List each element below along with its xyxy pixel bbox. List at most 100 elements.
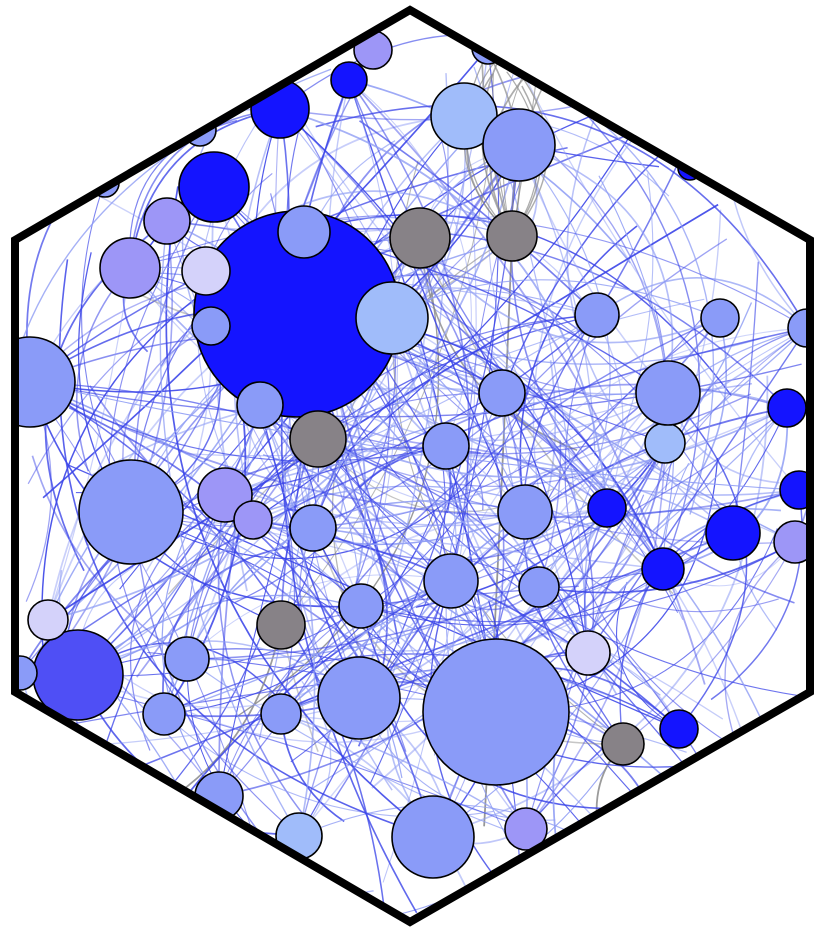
node-n31 xyxy=(143,197,191,245)
edge-354 xyxy=(47,267,131,621)
node-n29 xyxy=(705,505,761,561)
edge-359 xyxy=(218,605,362,797)
node-n38 xyxy=(260,693,302,735)
node-n20 xyxy=(236,381,284,429)
edge-350 xyxy=(348,79,472,447)
node-n18 xyxy=(256,600,306,650)
node-n53 xyxy=(787,308,810,348)
edge-173 xyxy=(80,314,598,838)
edge-286 xyxy=(77,317,393,676)
node-n23 xyxy=(233,500,273,540)
hexagon-frame xyxy=(11,5,814,927)
edge-171 xyxy=(51,220,173,660)
node-n13 xyxy=(355,281,429,355)
edge-241 xyxy=(525,79,800,491)
node-n51 xyxy=(478,369,526,417)
node-n54 xyxy=(15,655,38,691)
edge-375 xyxy=(583,327,808,654)
edge-341 xyxy=(596,277,808,329)
edge-162 xyxy=(221,453,734,534)
edge-163 xyxy=(64,532,734,798)
edge-347 xyxy=(524,511,796,544)
node-n50 xyxy=(773,520,810,564)
edge-348 xyxy=(511,235,624,509)
edge-361 xyxy=(312,442,666,562)
node-n19 xyxy=(601,722,645,766)
node-layer xyxy=(15,30,810,879)
node-n26 xyxy=(497,484,553,540)
edge-345 xyxy=(312,327,808,529)
edge-290 xyxy=(280,511,526,626)
edge-208 xyxy=(432,375,769,838)
node-n17 xyxy=(289,410,347,468)
node-n25 xyxy=(422,422,470,470)
node-n42 xyxy=(504,807,548,851)
edge-332 xyxy=(252,511,526,530)
edge-244 xyxy=(724,541,796,761)
edge-48 xyxy=(130,447,504,560)
edge-243 xyxy=(275,73,796,543)
edge-412 xyxy=(159,220,300,837)
edge-417 xyxy=(622,541,796,745)
node-n16 xyxy=(486,210,538,262)
node-n32 xyxy=(574,292,620,338)
node-n10 xyxy=(99,237,161,299)
edge-326 xyxy=(163,653,680,730)
node-n5 xyxy=(78,459,184,565)
node-n35 xyxy=(518,566,560,608)
edge-427 xyxy=(19,79,350,674)
edge-39 xyxy=(518,144,596,456)
edge-423 xyxy=(587,327,808,654)
edge-365 xyxy=(29,381,800,519)
edge-174 xyxy=(359,120,598,316)
edge-378 xyxy=(450,327,808,582)
edge-295 xyxy=(224,314,598,496)
edge-391 xyxy=(518,144,669,394)
edge-202 xyxy=(161,517,220,797)
edge-317 xyxy=(252,511,526,546)
node-n36 xyxy=(164,636,210,682)
edge-408 xyxy=(129,108,281,269)
edge-148 xyxy=(524,511,779,613)
edge-158 xyxy=(341,507,608,652)
edge-373 xyxy=(280,511,526,715)
node-n33 xyxy=(635,360,701,426)
edge-333 xyxy=(518,144,674,394)
edge-197 xyxy=(280,713,477,912)
edge-383 xyxy=(252,237,428,521)
edge-441 xyxy=(463,58,513,237)
edge-233 xyxy=(280,79,418,914)
edge-219 xyxy=(532,67,696,654)
edge-272 xyxy=(525,442,666,830)
edge-195 xyxy=(163,510,436,715)
edge-54 xyxy=(29,381,268,883)
node-n44 xyxy=(700,298,740,338)
edge-379 xyxy=(312,527,664,570)
edge-262 xyxy=(662,407,789,570)
edge-292 xyxy=(186,574,452,660)
node-n12 xyxy=(277,205,331,259)
node-n37 xyxy=(142,692,186,736)
node-n45 xyxy=(659,709,699,749)
node-n6 xyxy=(15,336,76,428)
edge-307 xyxy=(348,79,608,509)
edge-327 xyxy=(667,392,748,730)
node-n11 xyxy=(181,246,231,296)
edge-210 xyxy=(165,186,434,838)
edge-291 xyxy=(186,392,503,660)
node-n4 xyxy=(482,108,556,182)
edge-222 xyxy=(652,317,727,532)
node-n24 xyxy=(289,504,337,552)
node-n7 xyxy=(317,656,401,740)
edge-237 xyxy=(312,407,788,789)
node-n27 xyxy=(423,553,479,609)
node-n47 xyxy=(330,61,368,99)
edge-325 xyxy=(279,108,589,654)
edge-130 xyxy=(217,494,319,834)
edge-405 xyxy=(450,327,808,582)
node-n48 xyxy=(767,388,807,428)
edge-308 xyxy=(312,314,598,529)
edge-82 xyxy=(75,267,131,472)
